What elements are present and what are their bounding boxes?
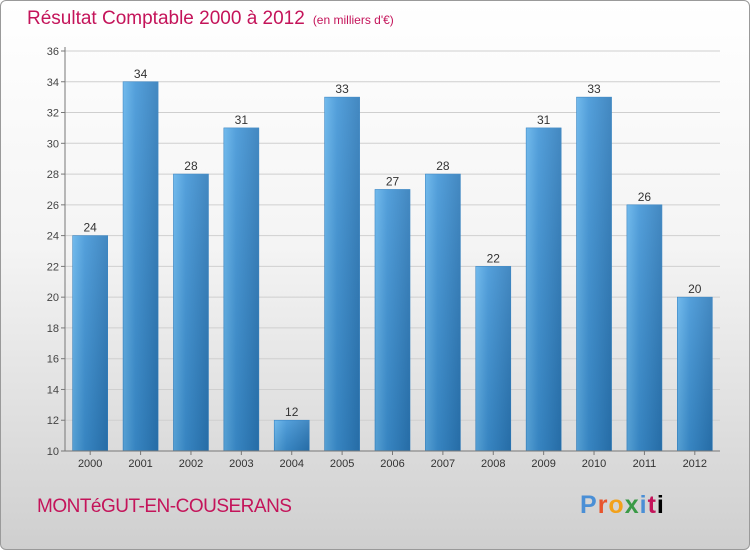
bar-value-label: 27 [386,174,400,188]
x-tick-label: 2007 [431,458,455,470]
bar-shade [425,174,461,452]
x-tick-label: 2009 [531,458,555,470]
bar-shade [72,235,108,451]
bar-value-label: 31 [537,113,551,127]
x-tick-label: 2012 [683,458,707,470]
x-tick-label: 2002 [179,458,203,470]
bar-shade [375,189,410,451]
y-tick-label: 14 [47,384,59,396]
x-tick-label: 2008 [481,458,505,470]
bar-shade [576,97,612,452]
bar-value-label: 33 [587,82,601,96]
bar-value-label: 28 [184,159,198,173]
chart-title: Résultat Comptable 2000 à 2012 (en millie… [27,8,394,29]
bar-shade [475,266,511,451]
y-tick-label: 32 [47,108,59,120]
x-tick-label: 2000 [78,458,102,470]
x-tick-label: 2003 [229,458,253,470]
axes: 10 12 14 16 18 20 22 24 26 28 30 32 34 36 2000 2001 2002… [47,46,720,470]
bar-shade [274,420,310,451]
bars: 24 34 28 31 12 33 27 28 22 31 33 26 20 [72,67,713,452]
y-tick-label: 34 [47,77,59,89]
y-tick-label: 28 [47,169,59,181]
bar-shade [626,204,662,451]
x-tick-label: 2010 [582,458,606,470]
proxiti-logo[interactable]: Proxiti [580,491,665,519]
y-tick-label: 24 [47,231,59,243]
y-tick-label: 10 [47,446,59,458]
x-tick-label: 2004 [279,458,303,470]
y-tick-label: 26 [47,200,59,212]
y-tick-label: 30 [47,138,59,150]
commune-name: MONTéGUT-EN-COUSERANS [37,496,292,517]
bar-shade [123,81,159,452]
chart-subtitle: (en milliers d'€) [312,13,394,27]
bar-value-label: 26 [638,190,652,204]
y-tick-label: 20 [47,292,59,304]
y-tick-label: 18 [47,323,59,335]
y-tick-label: 16 [47,354,59,366]
x-tick-label: 2011 [633,458,657,470]
bar-shade [677,297,713,451]
bar-value-label: 22 [487,251,501,265]
bar-shade [324,97,360,452]
bar-value-label: 31 [235,113,249,127]
bar-shade [526,127,562,451]
x-tick-label: 2006 [380,458,404,470]
bar-shade [173,174,209,452]
bar-value-label: 20 [688,282,702,296]
bar-value-label: 33 [335,82,349,96]
x-tick-label: 2001 [128,458,152,470]
bar-value-label: 34 [134,67,148,81]
bar-value-label: 28 [436,159,450,173]
x-tick-label: 2005 [330,458,354,470]
y-tick-label: 12 [47,415,59,427]
y-tick-label: 36 [47,46,59,58]
bar-shade [223,127,259,451]
bar-value-label: 24 [84,221,98,235]
y-tick-label: 22 [47,261,59,273]
bar-value-label: 12 [285,405,299,419]
